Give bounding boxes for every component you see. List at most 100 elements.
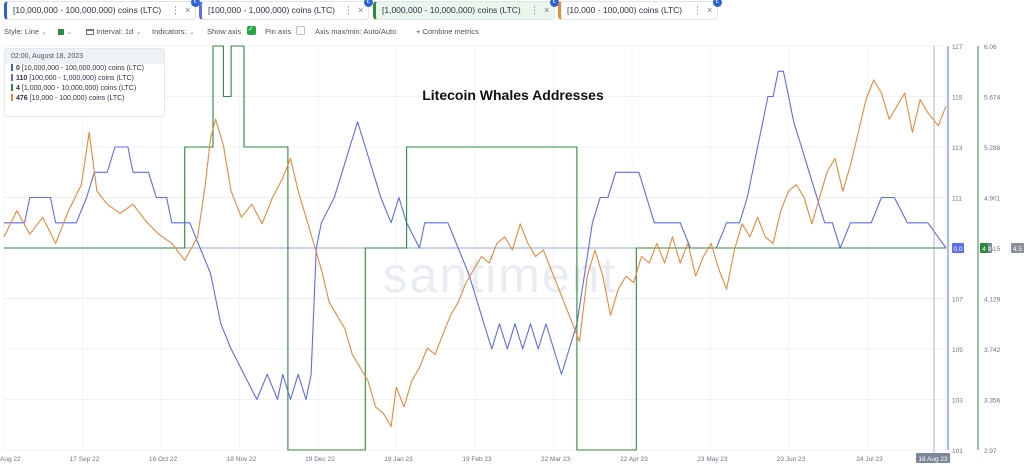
more-options-icon[interactable]: ⋮ bbox=[530, 5, 539, 15]
axis-maxmin-button[interactable]: Axis max/min: Auto/Auto bbox=[315, 27, 397, 36]
x-axis-label: 19 Jan 23 bbox=[384, 456, 413, 463]
blue-axis-tick: 107 bbox=[952, 297, 963, 304]
metric-tab-label: [100,000 - 1,000,000) coins (LTC) bbox=[208, 5, 335, 15]
tooltip-row: 4 [1,000,000 - 10,000,000) coins (LTC) bbox=[5, 84, 164, 94]
chart-toolbar: Style: Line ⌄ ⌄ Interval: 1d ⌄ Indicator… bbox=[0, 24, 1024, 40]
series-line-1 bbox=[4, 70, 947, 401]
chevron-down-icon: ⌄ bbox=[135, 27, 142, 36]
tooltip-label: [10,000 - 100,000) coins (LTC) bbox=[29, 95, 125, 102]
blue-axis-tick: 105 bbox=[952, 347, 963, 354]
litecoin-icon: Ł bbox=[191, 0, 200, 7]
blue-axis-tick: 103 bbox=[952, 398, 963, 405]
metric-tab-0[interactable]: [10,000,000 - 100,000,000) coins (LTC) ⋮ ×… bbox=[4, 0, 200, 20]
orange-axis-tick: 3.742 bbox=[984, 347, 1001, 354]
blue-axis-tick: 113 bbox=[952, 145, 963, 152]
style-label: Style: Line bbox=[4, 27, 40, 36]
series-swatch bbox=[11, 74, 13, 81]
more-options-icon[interactable]: ⋮ bbox=[693, 5, 702, 15]
tooltip-value: 110 bbox=[16, 75, 28, 82]
series-swatch bbox=[11, 84, 13, 91]
more-options-icon[interactable]: ⋮ bbox=[344, 5, 353, 15]
x-axis-label: 22 Mar 23 bbox=[541, 456, 571, 463]
x-axis-label: 23 May 23 bbox=[697, 456, 728, 463]
x-axis-label: 18 Nov 22 bbox=[227, 456, 257, 463]
orange-axis-tick: 6.06 bbox=[984, 44, 997, 51]
metric-tab-label: [1,000,000 - 10,000,000) coins (LTC) bbox=[382, 5, 521, 15]
interval-select[interactable]: Interval: 1d ⌄ bbox=[86, 27, 142, 36]
blue-axis-tick: 117 bbox=[952, 44, 963, 51]
more-options-icon[interactable]: ⋮ bbox=[171, 5, 180, 15]
close-icon[interactable]: × bbox=[544, 5, 550, 15]
tooltip-row: 110 [100,000 - 1,000,000) coins (LTC) bbox=[5, 74, 164, 84]
tooltip-date: 02:00, August 18, 2023 bbox=[5, 49, 164, 64]
x-label-highlight bbox=[916, 453, 950, 463]
end-value-badge bbox=[980, 243, 988, 253]
pin-axis-checkbox[interactable] bbox=[296, 26, 305, 35]
watermark: santiment bbox=[383, 247, 618, 303]
metric-tab-label: [10,000 - 100,000) coins (LTC) bbox=[567, 5, 683, 15]
end-value-label: 4.5 bbox=[1013, 246, 1022, 253]
x-axis-label: 18 Aug 23 bbox=[918, 456, 948, 463]
x-axis-label: 22 Apr 23 bbox=[620, 456, 648, 463]
tooltip-label: [10,000,000 - 100,000,000) coins (LTC) bbox=[21, 65, 144, 72]
metric-tab-label: [10,000,000 - 100,000,000) coins (LTC) bbox=[13, 5, 162, 15]
chevron-down-icon: ⌄ bbox=[66, 27, 73, 36]
tooltip-label: [1,000,000 - 10,000,000) coins (LTC) bbox=[21, 85, 137, 92]
blue-axis-tick: 111 bbox=[952, 196, 962, 203]
color-picker[interactable]: ⌄ bbox=[58, 27, 72, 36]
metric-tabs: [10,000,000 - 100,000,000) coins (LTC) ⋮ ×… bbox=[0, 0, 1024, 22]
chart-tooltip: 02:00, August 18, 2023 0 [10,000,000 - 10… bbox=[4, 48, 165, 117]
show-axis-checkbox[interactable] bbox=[247, 25, 256, 35]
orange-axis-tick: 2.97 bbox=[984, 448, 997, 455]
style-select[interactable]: Style: Line ⌄ bbox=[4, 27, 47, 36]
end-value-badge bbox=[1011, 243, 1024, 253]
interval-label: Interval: 1d bbox=[96, 27, 134, 36]
x-axis-label: 23 Jun 23 bbox=[777, 456, 806, 463]
orange-axis-tick: 5.674 bbox=[984, 95, 1001, 102]
orange-axis-tick: 3.356 bbox=[984, 398, 1001, 405]
series-swatch bbox=[11, 94, 13, 101]
color-swatch-icon bbox=[58, 29, 64, 35]
litecoin-icon: Ł bbox=[713, 0, 722, 7]
series-line-2 bbox=[4, 45, 946, 451]
tooltip-value: 0 bbox=[16, 65, 20, 72]
close-icon[interactable]: × bbox=[707, 5, 713, 15]
blue-axis-tick: 115 bbox=[952, 95, 963, 102]
metric-tab-2[interactable]: [1,000,000 - 10,000,000) coins (LTC) ⋮ × Ł bbox=[373, 0, 559, 20]
metric-tab-3[interactable]: [10,000 - 100,000) coins (LTC) ⋮ × Ł bbox=[558, 0, 722, 20]
series-swatch bbox=[11, 64, 13, 71]
chevron-down-icon: ⌄ bbox=[41, 27, 48, 36]
x-axis-label: 19 Dec 22 bbox=[305, 456, 335, 463]
blue-axis-tick: 101 bbox=[952, 448, 963, 455]
x-axis-label: 24 Jul 23 bbox=[856, 456, 883, 463]
orange-axis-tick: 4.129 bbox=[984, 297, 1001, 304]
tooltip-rows: 0 [10,000,000 - 100,000,000) coins (LTC) 1… bbox=[5, 64, 164, 104]
tooltip-value: 4 bbox=[16, 85, 20, 92]
calendar-icon bbox=[86, 29, 94, 35]
x-axis-label: 19 Feb 23 bbox=[462, 456, 492, 463]
metric-tab-1[interactable]: [100,000 - 1,000,000) coins (LTC) ⋮ × Ł bbox=[199, 0, 373, 20]
indicators-label: Indicators: bbox=[152, 27, 187, 36]
litecoin-icon: Ł bbox=[364, 0, 373, 7]
combine-metrics-button[interactable]: + Combine metrics bbox=[416, 27, 479, 36]
series-line-3 bbox=[3, 79, 947, 428]
x-axis-label: 17 Sep 22 bbox=[70, 456, 100, 463]
orange-axis-tick: 4.901 bbox=[984, 196, 1001, 203]
x-axis-label: 18 Oct 22 bbox=[149, 456, 178, 463]
tooltip-row: 476 [10,000 - 100,000) coins (LTC) bbox=[5, 94, 164, 104]
pin-axis-label: Pin axis bbox=[265, 27, 292, 36]
tooltip-value: 476 bbox=[16, 95, 28, 102]
litecoin-icon: Ł bbox=[550, 0, 559, 7]
x-axis-label: 17 Aug 22 bbox=[0, 456, 21, 463]
end-value-label: 4 bbox=[982, 246, 986, 253]
end-value-badge bbox=[952, 243, 964, 253]
chevron-down-icon: ⌄ bbox=[188, 27, 195, 36]
close-icon[interactable]: × bbox=[358, 5, 364, 15]
tooltip-label: [100,000 - 1,000,000) coins (LTC) bbox=[29, 75, 134, 82]
orange-axis-tick: 4.515 bbox=[984, 246, 1001, 253]
show-axis-label: Show axis bbox=[207, 27, 242, 36]
chart-title: Litecoin Whales Addresses bbox=[422, 87, 604, 103]
indicators-select[interactable]: Indicators: ⌄ bbox=[152, 27, 195, 36]
close-icon[interactable]: × bbox=[185, 5, 191, 15]
orange-axis-tick: 5.288 bbox=[984, 145, 1001, 152]
